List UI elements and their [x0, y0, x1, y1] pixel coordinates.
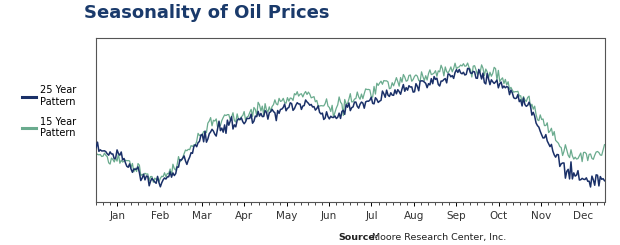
Text: Seasonality of Oil Prices: Seasonality of Oil Prices	[84, 4, 329, 22]
Text: Moore Research Center, Inc.: Moore Research Center, Inc.	[369, 233, 506, 242]
Text: Source:: Source:	[338, 233, 378, 242]
Legend: 25 Year
Pattern, 15 Year
Pattern: 25 Year Pattern, 15 Year Pattern	[22, 85, 76, 138]
